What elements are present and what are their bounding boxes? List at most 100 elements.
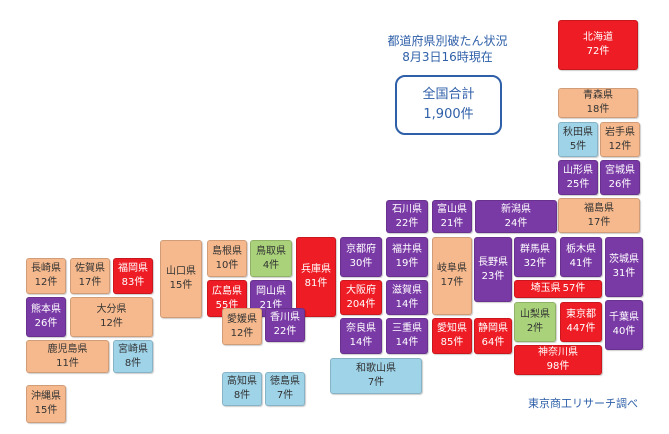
prefecture-name: 秋田県 (563, 126, 593, 138)
prefecture-name: 群馬県 (520, 244, 550, 255)
prefecture-tile: 三重県 14件 (386, 318, 428, 354)
prefecture-count: 57件 (562, 283, 586, 294)
prefecture-name: 静岡県 (478, 323, 508, 334)
prefecture-tile: 沖縄県 15件 (26, 385, 66, 423)
prefecture-tile: 宮城県 26件 (600, 160, 640, 195)
prefecture-count: 7件 (367, 377, 385, 388)
total-count: 1,900件 (423, 107, 474, 122)
prefecture-tile: 山口県 15件 (160, 240, 202, 318)
prefecture-tile: 山梨県 2件 (514, 302, 556, 342)
prefecture-name: 兵庫県 (301, 264, 331, 275)
prefecture-tile: 富山県 21件 (432, 200, 472, 233)
prefecture-count: 55件 (215, 299, 239, 311)
prefecture-count: 18件 (586, 104, 610, 115)
prefecture-tile: 和歌山県 7件 (330, 358, 422, 394)
prefecture-tile: 群馬県 32件 (514, 237, 556, 277)
prefecture-name: 滋賀県 (392, 284, 422, 296)
prefecture-tile: 岐阜県 17件 (432, 237, 472, 315)
prefecture-tile: 高知県 8件 (222, 372, 262, 406)
prefecture-count: 26件 (34, 318, 58, 329)
prefecture-name: 徳島県 (270, 376, 300, 387)
prefecture-tile: 福島県 17件 (558, 198, 640, 233)
prefecture-tile: 埼玉県 57件 (514, 280, 602, 298)
prefecture-count: 4件 (262, 259, 280, 271)
prefecture-name: 愛媛県 (227, 313, 257, 325)
prefecture-count: 7件 (276, 390, 294, 401)
prefecture-name: 京都府 (346, 244, 376, 255)
prefecture-tile: 鳥取県 4件 (250, 240, 292, 277)
prefecture-name: 高知県 (227, 376, 257, 387)
prefecture-count: 30件 (349, 258, 373, 269)
prefecture-name: 島根県 (212, 245, 242, 257)
prefecture-count: 22件 (273, 326, 297, 337)
prefecture-count: 72件 (586, 46, 610, 57)
prefecture-name: 山口県 (166, 266, 196, 277)
prefecture-count: 85件 (440, 337, 464, 348)
prefecture-count: 2件 (526, 323, 544, 334)
prefecture-count: 12件 (34, 277, 58, 288)
prefecture-count: 17件 (587, 216, 611, 228)
prefecture-name: 茨城県 (609, 254, 639, 265)
prefecture-name: 和歌山県 (356, 363, 396, 374)
prefecture-count: 64件 (481, 337, 505, 348)
prefecture-count: 12件 (230, 327, 254, 339)
prefecture-count: 5件 (569, 140, 587, 152)
prefecture-count: 447件 (566, 323, 596, 334)
prefecture-name: 北海道 (583, 32, 613, 43)
prefecture-tile: 石川県 22件 (386, 200, 428, 233)
prefecture-count: 19件 (395, 258, 419, 269)
prefecture-tile: 福岡県 83件 (113, 258, 153, 294)
prefecture-name: 香川県 (270, 312, 300, 323)
prefecture-name: 東京都 (566, 309, 596, 320)
prefecture-name: 愛知県 (437, 323, 467, 334)
prefecture-count: 17件 (440, 277, 464, 288)
prefecture-tile: 新潟県 24件 (475, 200, 557, 233)
prefecture-name: 奈良県 (346, 323, 376, 334)
prefecture-count: 41件 (569, 258, 593, 269)
prefecture-tile: 秋田県 5件 (558, 122, 598, 157)
prefecture-name: 新潟県 (501, 203, 531, 215)
title: 都道府県別破たん状況 (387, 34, 508, 48)
prefecture-name: 栃木県 (566, 244, 596, 255)
prefecture-count: 14件 (349, 337, 373, 348)
prefecture-count: 21件 (440, 217, 464, 229)
prefecture-tile: 兵庫県 81件 (296, 237, 336, 317)
prefecture-tile: 香川県 22件 (265, 308, 305, 342)
prefecture-tile: 東京都 447件 (560, 302, 602, 342)
prefecture-tile: 静岡県 64件 (474, 318, 512, 354)
prefecture-count: 21件 (259, 299, 283, 311)
prefecture-count: 26件 (608, 178, 632, 190)
prefecture-name: 山形県 (563, 164, 593, 176)
prefecture-tile: 栃木県 41件 (560, 237, 602, 277)
prefecture-count: 23件 (481, 270, 505, 282)
prefecture-count: 10件 (215, 259, 239, 271)
prefecture-name: 富山県 (437, 203, 467, 215)
prefecture-count: 32件 (523, 258, 547, 269)
prefecture-name: 長崎県 (31, 263, 61, 274)
prefecture-name: 岡山県 (256, 285, 286, 297)
prefecture-name: 鳥取県 (256, 245, 286, 257)
prefecture-name: 長野県 (478, 256, 508, 268)
prefecture-count: 11件 (56, 357, 79, 369)
prefecture-count: 83件 (121, 277, 145, 288)
prefecture-name: 大分県 (96, 304, 127, 315)
prefecture-tile: 徳島県 7件 (265, 372, 305, 406)
prefecture-name: 福井県 (392, 244, 422, 255)
prefecture-tile: 大分県 12件 (70, 297, 153, 337)
prefecture-tile: 大阪府 204件 (340, 280, 382, 315)
prefecture-tile: 滋賀県 14件 (386, 280, 428, 315)
prefecture-name: 鹿児島県 (47, 343, 88, 355)
prefecture-tile: 山形県 25件 (558, 160, 598, 195)
prefecture-tile: 宮崎県 8件 (113, 340, 153, 373)
prefecture-name: 石川県 (392, 203, 422, 215)
source: 東京商工リサーチ調べ (528, 397, 638, 410)
prefecture-count: 98件 (546, 361, 570, 372)
prefecture-tile: 千葉県 40件 (605, 300, 643, 350)
prefecture-count: 17件 (78, 277, 102, 288)
prefecture-count: 14件 (395, 337, 419, 348)
prefecture-name: 宮崎県 (118, 343, 148, 355)
prefecture-count: 25件 (566, 178, 590, 190)
prefecture-count: 22件 (395, 217, 419, 229)
prefecture-tile: 愛媛県 12件 (222, 308, 262, 345)
prefecture-name: 三重県 (392, 323, 422, 334)
